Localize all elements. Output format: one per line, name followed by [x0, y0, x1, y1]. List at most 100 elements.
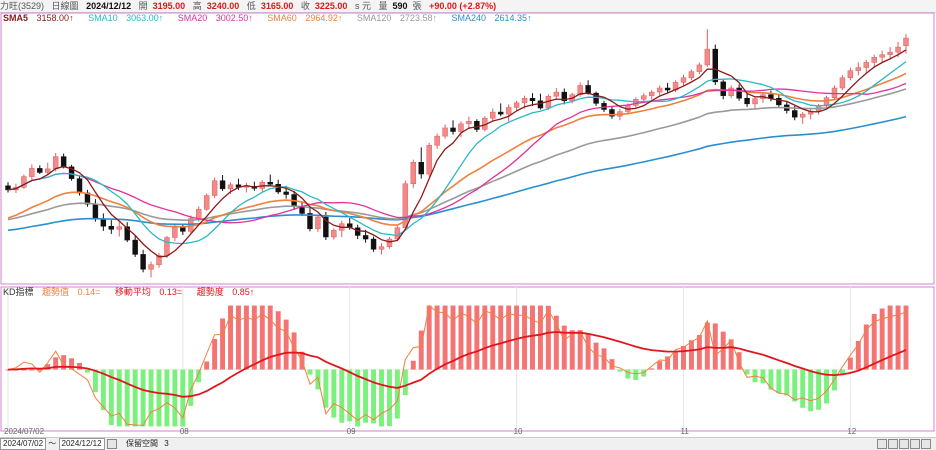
oscillator-bar — [394, 369, 400, 419]
candle — [513, 102, 520, 108]
oscillator-bar — [148, 369, 154, 427]
legend-sma5[interactable]: SMA5 3158.00↑ — [3, 13, 74, 23]
oscillator-bar — [386, 369, 392, 427]
legend-sma60[interactable]: SMA60 2964.92↑ — [267, 13, 343, 23]
legend-trend-value[interactable]: 趨勢值 0.14= — [42, 287, 101, 297]
oscillator-bar — [235, 305, 241, 370]
oscillator-bar — [720, 331, 726, 370]
calendar-icon[interactable] — [106, 439, 117, 449]
candle — [108, 225, 115, 230]
legend-sma20[interactable]: SMA20 3002.50↑ — [177, 13, 253, 23]
start-date-field[interactable]: 2024/07/02 — [0, 438, 47, 450]
candle — [450, 127, 456, 132]
oscillator-bar — [553, 315, 559, 370]
oscillator-bar — [53, 357, 59, 370]
oscillator-bar — [816, 369, 822, 410]
scroll-right-icon[interactable] — [910, 439, 920, 449]
oscillator-bar — [132, 369, 138, 427]
oscillator-bar — [903, 305, 909, 370]
currency-label: s 元 — [354, 1, 371, 11]
oscillator-bar — [355, 369, 361, 427]
candle — [680, 77, 687, 83]
candle — [227, 184, 234, 190]
oscillator-bar — [77, 362, 82, 370]
candle — [561, 91, 567, 102]
candle — [307, 213, 313, 230]
candle — [720, 81, 726, 96]
candle — [203, 195, 210, 210]
oscillator-bar — [363, 369, 369, 423]
close-label: 收 — [300, 1, 310, 11]
oscillator-bar — [371, 369, 377, 424]
sma60-line — [7, 72, 907, 228]
zoom-out-icon[interactable] — [888, 439, 898, 449]
oscillator-bar — [808, 369, 814, 412]
end-date-field[interactable]: 2024/12/12 — [58, 438, 105, 450]
oscillator-bar — [196, 369, 202, 383]
oscillator-bar — [688, 340, 694, 370]
candle — [426, 145, 432, 175]
candle — [609, 109, 615, 117]
oscillator-bar — [251, 305, 257, 370]
candle — [378, 246, 385, 250]
oscillator-bar — [514, 305, 520, 370]
oscillator-bar — [259, 305, 265, 370]
oscillator-bar — [736, 352, 742, 370]
legend-sma120[interactable]: SMA120 2723.58↑ — [356, 13, 437, 23]
oscillator-bar — [847, 357, 853, 370]
oscillator-bar — [172, 369, 178, 427]
chart-area[interactable]: 2024/07/02 08 09 10 11 12 — [0, 12, 936, 436]
moving-average-line — [7, 331, 907, 398]
scroll-left-icon[interactable] — [899, 439, 909, 449]
x-tick-label: 08 — [180, 427, 189, 436]
candle — [52, 156, 59, 170]
candle — [688, 71, 695, 79]
indicator-title: KD指標 — [3, 287, 34, 297]
reset-icon[interactable] — [921, 439, 931, 449]
oscillator-bar — [204, 361, 210, 370]
oscillator-bar — [339, 369, 345, 423]
candlestick-chart[interactable]: 2024/07/02 08 09 10 11 12 — [0, 12, 936, 436]
legend-sma10[interactable]: SMA10 3063.00↑ — [88, 13, 164, 23]
oscillator-bar — [140, 369, 146, 427]
candle — [847, 70, 854, 79]
oscillator-bar — [569, 330, 575, 370]
oscillator-bar — [784, 369, 790, 396]
candle — [37, 168, 43, 173]
legend-trend-degree[interactable]: 趨勢度 0.85↑ — [196, 287, 255, 297]
keep-space-value[interactable]: 3 — [164, 439, 169, 448]
oscillator-bar — [879, 308, 885, 370]
candle — [553, 91, 560, 97]
oscillator-bar — [744, 369, 750, 375]
zoom-in-icon[interactable] — [877, 439, 887, 449]
oscillator-bar — [92, 369, 98, 393]
candle — [92, 203, 99, 220]
candle — [529, 97, 536, 102]
candle — [641, 95, 647, 100]
candle — [664, 87, 671, 91]
legend-sma240[interactable]: SMA240 2614.35↑ — [451, 13, 532, 23]
candle — [140, 254, 146, 270]
change-value: +90.00 (+2.87%) — [429, 1, 497, 11]
oscillator-bar — [498, 305, 504, 370]
oscillator-bar — [792, 369, 798, 402]
oscillator-bar — [426, 305, 432, 370]
oscillator-bar — [323, 369, 329, 408]
oscillator-bar — [466, 305, 472, 370]
candle — [792, 110, 798, 118]
oscillator-bar — [593, 342, 599, 370]
oscillator-bar — [617, 369, 623, 372]
candle — [839, 77, 846, 89]
range-separator-icon: ～ — [48, 439, 57, 448]
oscillator-bar — [863, 324, 869, 370]
candle — [315, 216, 321, 230]
oscillator-bar — [410, 360, 416, 370]
high-value: 3240.00 — [206, 1, 240, 11]
oscillator-bar — [283, 319, 289, 370]
toolbar-controls — [877, 438, 932, 450]
oscillator-bar — [291, 332, 297, 370]
candle — [148, 264, 154, 270]
oscillator-bar — [776, 369, 782, 394]
legend-moving-average[interactable]: 移動平均 0.13= — [114, 287, 183, 297]
oscillator-bar — [212, 338, 218, 370]
